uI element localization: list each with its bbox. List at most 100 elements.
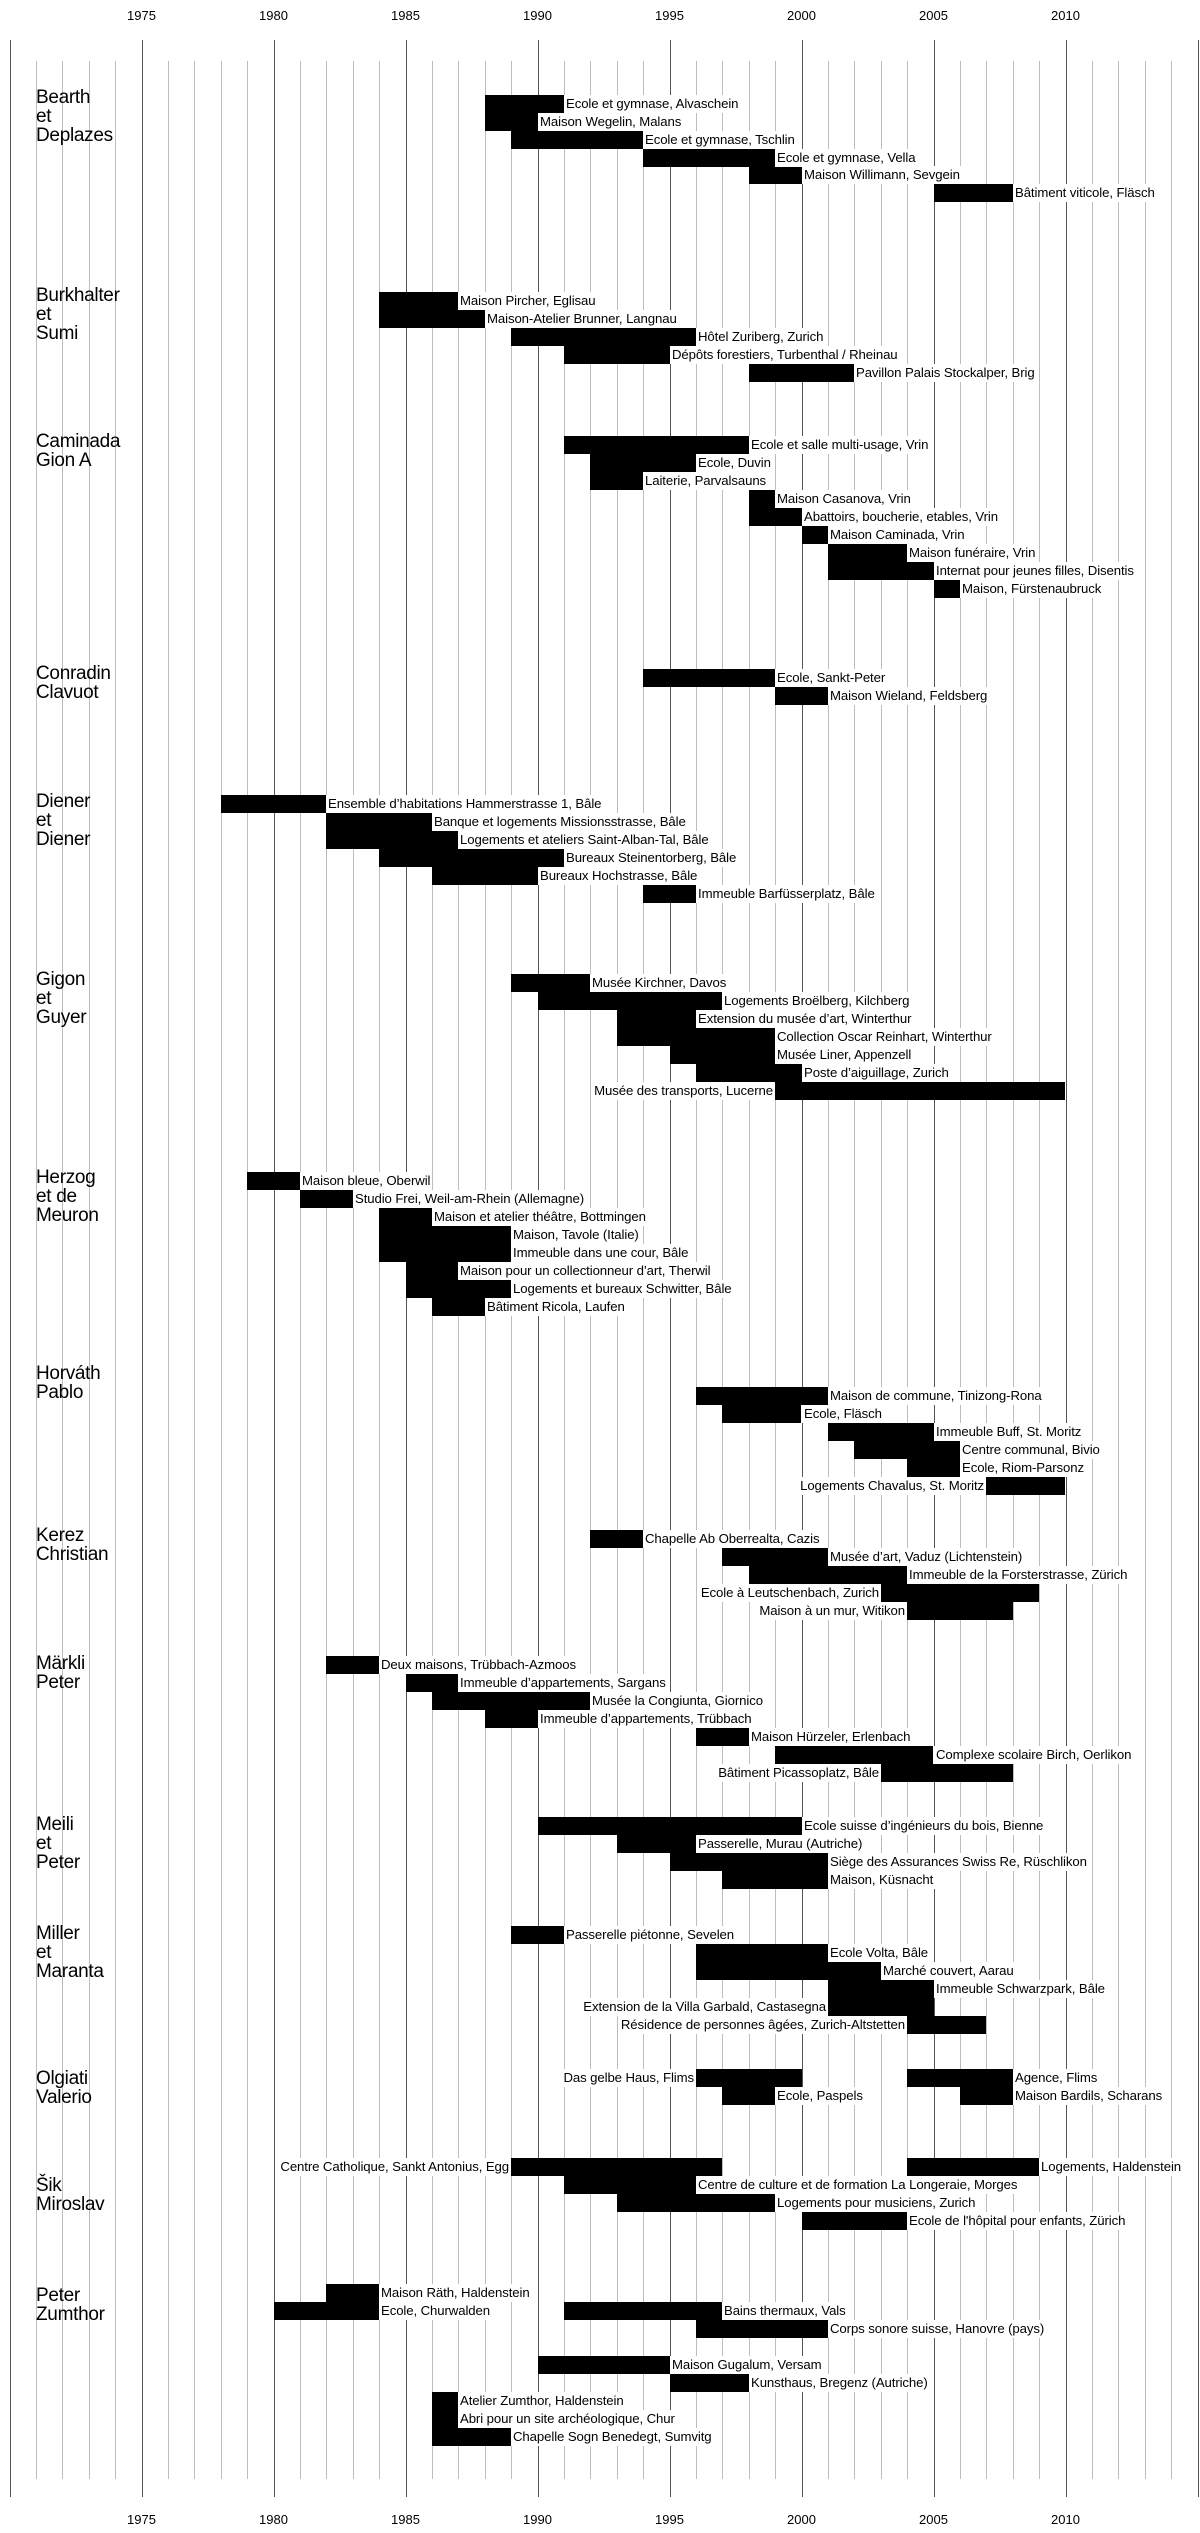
project-bar	[722, 1405, 801, 1423]
project-bar	[511, 974, 590, 992]
project-bar	[406, 1262, 459, 1280]
project-bar	[907, 1602, 1013, 1620]
project-label: Ecole, Fläsch	[802, 1405, 884, 1423]
project-bar	[538, 2356, 670, 2374]
project-bar	[432, 1298, 485, 1316]
minor-gridline	[1013, 61, 1014, 2479]
project-label: Ecole et gymnase, Alvaschein	[564, 95, 741, 113]
project-bar	[749, 508, 802, 526]
minor-gridline	[1092, 61, 1093, 2479]
project-label: Maison Räth, Haldenstein	[379, 2284, 532, 2302]
project-label: Maison Caminada, Vrin	[828, 526, 967, 544]
project-label: Maison Willimann, Sevgein	[802, 166, 962, 184]
project-label: Musée des transports, Lucerne	[592, 1082, 775, 1100]
project-bar	[960, 2087, 1013, 2105]
project-label: Passerelle piétonne, Sevelen	[564, 1926, 737, 1944]
project-bar	[828, 1423, 934, 1441]
project-label: Ecole de l'hôpital pour enfants, Zürich	[907, 2212, 1128, 2230]
project-bar	[696, 1064, 802, 1082]
architect-name: Burkhalter et Sumi	[36, 285, 120, 344]
project-label: Logements et ateliers Saint-Alban-Tal, B…	[458, 831, 711, 849]
project-bar	[590, 472, 643, 490]
project-label: Maison pour un collectionneur d’art, The…	[458, 1262, 713, 1280]
project-bar	[617, 2194, 775, 2212]
project-label: Logements Chavalus, St. Moritz	[798, 1477, 986, 1495]
project-bar	[696, 1944, 828, 1962]
architect-name: Olgiati Valerio	[36, 2068, 92, 2108]
project-label: Bâtiment Ricola, Laufen	[485, 1298, 627, 1316]
project-bar	[379, 310, 485, 328]
year-tick-label: 1980	[259, 8, 288, 23]
minor-gridline	[1118, 61, 1119, 2479]
year-tick-label: 2005	[919, 8, 948, 23]
major-gridline	[802, 40, 803, 2497]
project-label: Banque et logements Missionsstrasse, Bâl…	[432, 813, 688, 831]
project-label: Maison Wieland, Feldsberg	[828, 687, 990, 705]
project-bar	[590, 454, 696, 472]
project-bar	[934, 184, 1013, 202]
project-bar	[432, 2428, 511, 2446]
project-label: Chapelle Ab Oberrealta, Cazis	[643, 1530, 822, 1548]
project-label: Centre de culture et de formation La Lon…	[696, 2176, 1020, 2194]
project-bar	[538, 1817, 802, 1835]
project-bar	[670, 1853, 828, 1871]
year-tick-label: 2000	[787, 8, 816, 23]
minor-gridline	[247, 61, 248, 2479]
project-bar	[511, 1926, 564, 1944]
project-label: Complexe scolaire Birch, Oerlikon	[934, 1746, 1134, 1764]
project-label: Maison de commune, Tinizong-Rona	[828, 1387, 1044, 1405]
project-label: Kunsthaus, Bregenz (Autriche)	[749, 2374, 930, 2392]
project-label: Maison à un mur, Witikon	[757, 1602, 907, 1620]
project-label: Abattoirs, boucherie, etables, Vrin	[802, 508, 1000, 526]
project-bar	[511, 328, 696, 346]
project-label: Ecole, Riom-Parsonz	[960, 1459, 1086, 1477]
year-tick-label: 1995	[655, 2512, 684, 2527]
project-bar	[934, 580, 960, 598]
minor-gridline	[194, 61, 195, 2479]
architect-name: Märkli Peter	[36, 1653, 85, 1693]
project-label: Maison-Atelier Brunner, Langnau	[485, 310, 679, 328]
project-label: Ecole et salle multi-usage, Vrin	[749, 436, 931, 454]
architect-name: Horváth Pablo	[36, 1363, 101, 1403]
minor-gridline	[1198, 40, 1199, 2497]
project-bar	[802, 526, 828, 544]
minor-gridline	[300, 61, 301, 2479]
architect-name: Kerez Christian	[36, 1525, 109, 1565]
project-label: Atelier Zumthor, Haldenstein	[458, 2392, 626, 2410]
project-label: Corps sonore suisse, Hanovre (pays)	[828, 2320, 1047, 2338]
project-label: Dépôts forestiers, Turbenthal / Rheinau	[670, 346, 900, 364]
project-label: Deux maisons, Trübbach-Azmoos	[379, 1656, 578, 1674]
project-bar	[432, 2392, 458, 2410]
project-bar	[300, 1190, 353, 1208]
project-label: Maison Wegelin, Malans	[538, 113, 684, 131]
project-bar	[511, 131, 643, 149]
project-label: Ecole, Sankt-Peter	[775, 669, 888, 687]
project-label: Abri pour un site archéologique, Chur	[458, 2410, 677, 2428]
project-bar	[326, 1656, 379, 1674]
project-label: Maison, Tavole (Italie)	[511, 1226, 641, 1244]
architect-name: Bearth et Deplazes	[36, 87, 113, 146]
project-label: Internat pour jeunes filles, Disentis	[934, 562, 1136, 580]
minor-gridline	[10, 40, 11, 2497]
project-bar	[643, 149, 775, 167]
project-bar	[775, 687, 828, 705]
project-label: Passerelle, Murau (Autriche)	[696, 1835, 865, 1853]
minor-gridline	[907, 61, 908, 2479]
project-label: Logements Broëlberg, Kilchberg	[722, 992, 912, 1010]
project-bar	[749, 1566, 907, 1584]
project-bar	[485, 1710, 538, 1728]
project-bar	[485, 95, 564, 113]
project-label: Maison Pircher, Eglisau	[458, 292, 598, 310]
project-label: Immeuble d’appartements, Sargans	[458, 1674, 668, 1692]
project-bar	[379, 849, 564, 867]
project-bar	[564, 436, 749, 454]
project-label: Logements pour musiciens, Zurich	[775, 2194, 978, 2212]
year-tick-label: 1975	[127, 8, 156, 23]
project-bar	[670, 1046, 776, 1064]
project-label: Maison, Küsnacht	[828, 1871, 936, 1889]
minor-gridline	[960, 61, 961, 2479]
project-label: Maison bleue, Oberwil	[300, 1172, 433, 1190]
project-bar	[221, 795, 327, 813]
project-bar	[828, 562, 934, 580]
project-label: Musée Kirchner, Davos	[590, 974, 729, 992]
